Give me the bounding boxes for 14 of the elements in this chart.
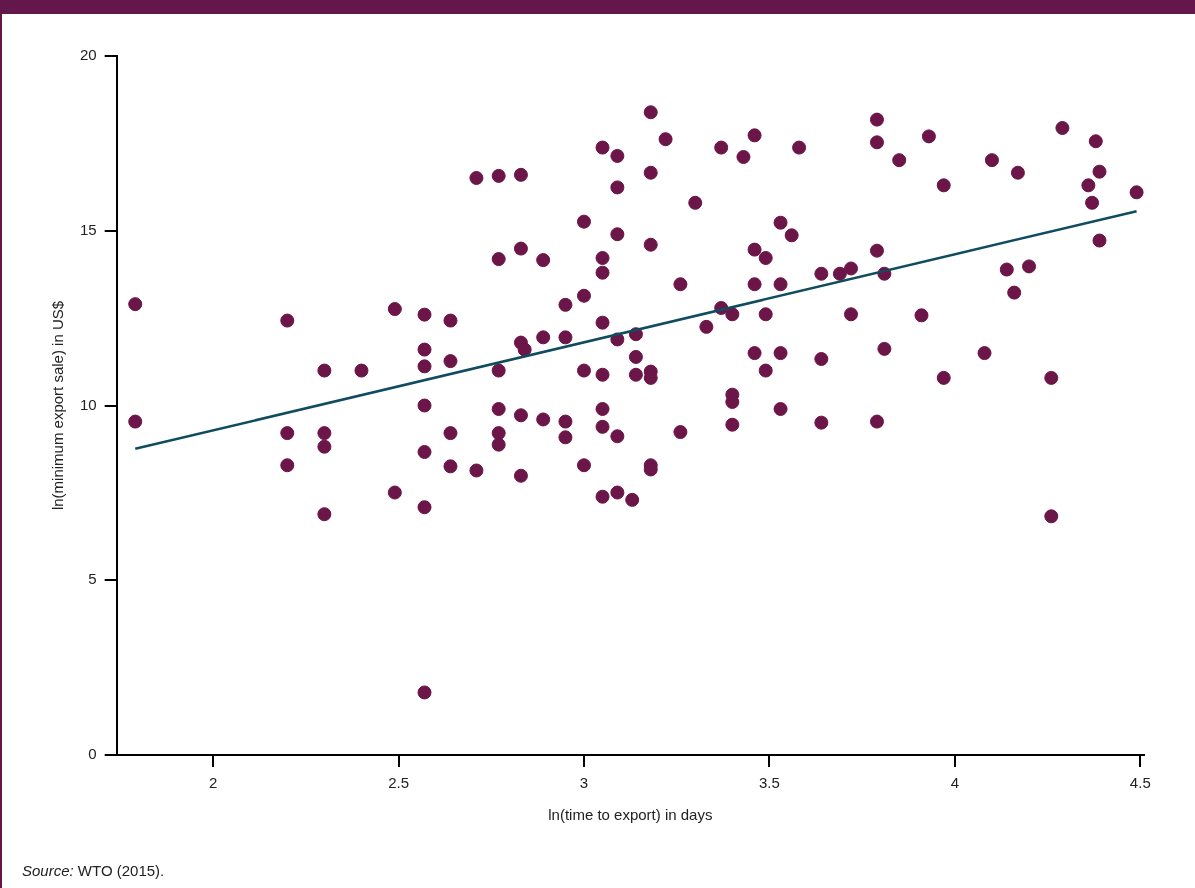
y-tick-label: 15 bbox=[80, 220, 97, 238]
x-tick-label: 4.5 bbox=[1129, 774, 1151, 792]
x-tick-label: 3.5 bbox=[758, 774, 780, 792]
y-axis-title: ln(minimum export sale) in US$ bbox=[49, 300, 67, 511]
x-tick-label: 3 bbox=[579, 774, 589, 792]
x-axis-title: ln(time to export) in days bbox=[548, 806, 713, 824]
y-tick-label: 5 bbox=[88, 570, 97, 588]
x-tick-label: 2 bbox=[208, 774, 218, 792]
x-tick-label: 2.5 bbox=[388, 774, 409, 792]
y-tick-label: 0 bbox=[88, 745, 97, 763]
y-tick-label: 20 bbox=[80, 46, 97, 64]
y-tick-label: 10 bbox=[80, 395, 97, 413]
source-note: Source: WTO (2015). bbox=[22, 862, 165, 879]
x-tick-label: 4 bbox=[950, 774, 960, 792]
